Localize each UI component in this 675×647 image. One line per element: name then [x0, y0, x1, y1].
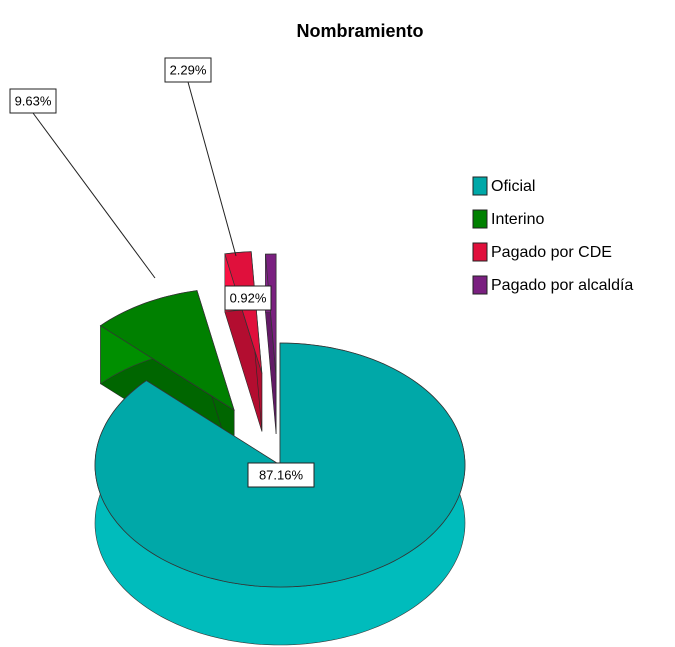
- label-box: [224, 285, 272, 311]
- slice: [99, 290, 235, 412]
- slice: [264, 253, 277, 435]
- legend-swatch: [472, 275, 488, 295]
- legend-label: Pagado por alcaldía: [491, 277, 633, 294]
- legend-label: Pagado por CDE: [491, 244, 612, 261]
- label-box: [164, 57, 212, 83]
- slice: [224, 251, 263, 374]
- label-box: [9, 88, 57, 114]
- slice: [94, 342, 466, 646]
- legend-swatch: [472, 242, 488, 262]
- label-box: [247, 462, 315, 488]
- legend-label: Oficial: [491, 178, 535, 195]
- data-label: 0.92%: [230, 290, 267, 305]
- legend-swatch: [472, 209, 488, 229]
- data-label: 9.63%: [15, 93, 52, 108]
- legend-label: Interino: [491, 211, 544, 228]
- legend-swatch: [472, 176, 488, 196]
- data-label: 87.16%: [259, 467, 304, 482]
- chart-title: Nombramiento: [296, 21, 423, 41]
- data-label: 2.29%: [170, 62, 207, 77]
- leader-line: [187, 81, 237, 257]
- leader-line: [32, 112, 156, 279]
